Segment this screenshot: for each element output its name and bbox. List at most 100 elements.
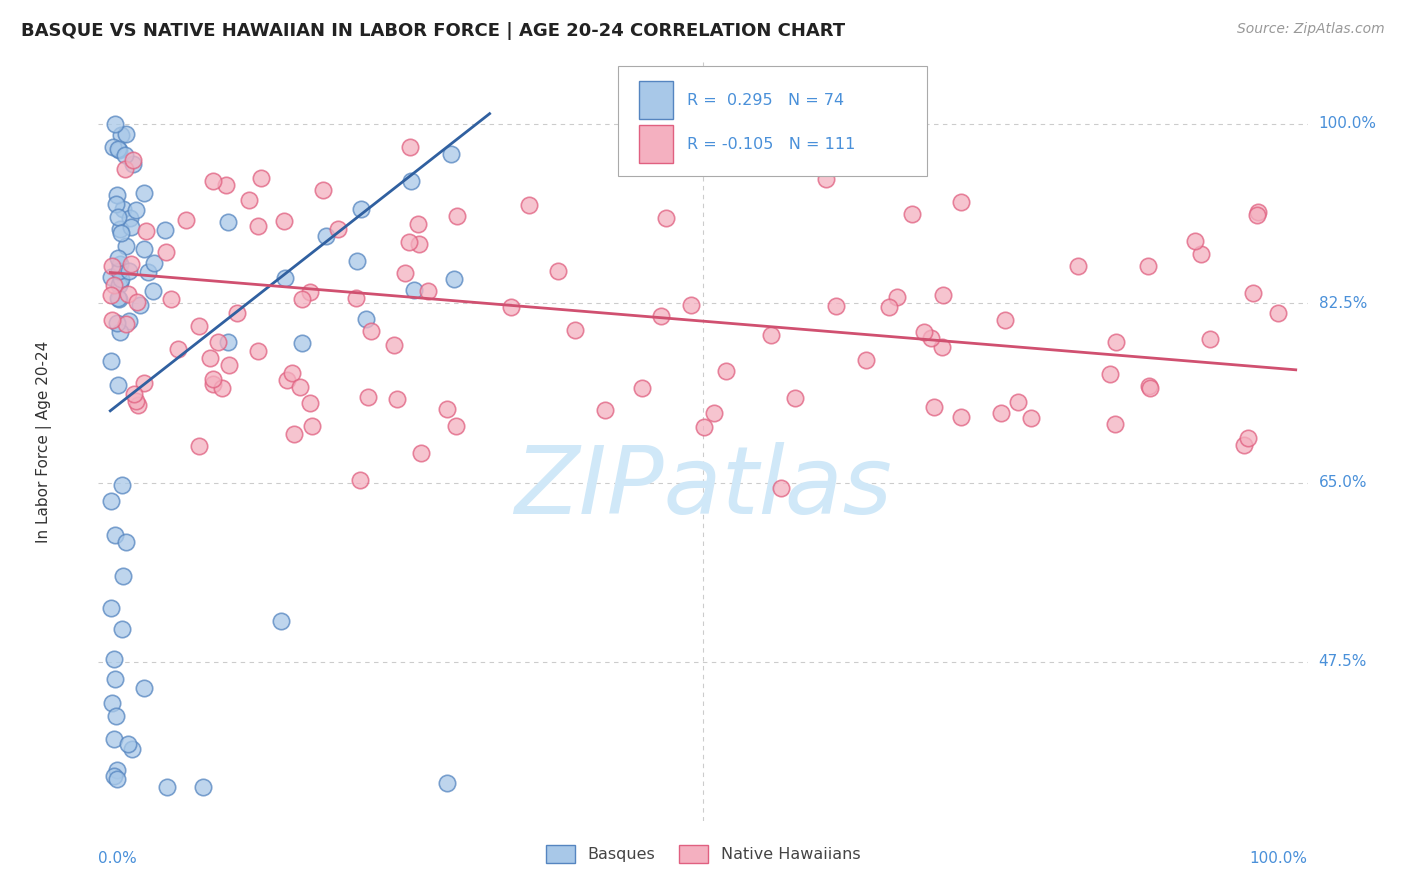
- Text: 82.5%: 82.5%: [1319, 296, 1367, 310]
- Point: [108, 326, 131, 340]
- Point: [101, 140, 124, 154]
- Point: [110, 271, 132, 285]
- Point: [117, 287, 139, 301]
- Point: [132, 681, 155, 695]
- Point: [225, 305, 247, 319]
- Point: [350, 202, 373, 216]
- Point: [1098, 368, 1121, 382]
- Text: 100.0%: 100.0%: [1250, 851, 1308, 866]
- Point: [135, 224, 157, 238]
- Point: [110, 128, 132, 143]
- Point: [121, 741, 143, 756]
- Point: [650, 309, 672, 323]
- Point: [108, 143, 131, 157]
- Point: [127, 398, 149, 412]
- Point: [108, 257, 131, 271]
- Point: [855, 352, 877, 367]
- Point: [814, 172, 837, 186]
- Point: [1247, 205, 1270, 219]
- Point: [759, 328, 782, 343]
- Point: [166, 342, 188, 356]
- FancyBboxPatch shape: [619, 66, 927, 177]
- Point: [1189, 246, 1212, 260]
- Point: [406, 217, 429, 231]
- Point: [214, 178, 236, 193]
- Point: [122, 387, 145, 401]
- Point: [900, 206, 922, 220]
- Text: 100.0%: 100.0%: [1319, 117, 1376, 131]
- Point: [207, 334, 229, 349]
- Point: [1136, 259, 1159, 273]
- Point: [103, 278, 125, 293]
- Point: [315, 228, 337, 243]
- Point: [1237, 431, 1260, 445]
- Point: [291, 335, 314, 350]
- Point: [110, 622, 132, 636]
- Point: [107, 291, 129, 305]
- Point: [115, 317, 138, 331]
- Point: [825, 299, 848, 313]
- Point: [714, 363, 737, 377]
- Point: [357, 390, 380, 404]
- Point: [281, 366, 304, 380]
- Point: [439, 147, 461, 161]
- Point: [288, 380, 311, 394]
- Point: [187, 439, 209, 453]
- Point: [100, 270, 122, 285]
- Point: [108, 293, 131, 307]
- Point: [100, 601, 122, 615]
- Point: [517, 198, 540, 212]
- Point: [110, 227, 132, 241]
- Point: [932, 287, 955, 301]
- Point: [783, 391, 806, 405]
- Point: [354, 312, 377, 326]
- Point: [108, 277, 131, 292]
- Point: [499, 300, 522, 314]
- Point: [118, 264, 141, 278]
- Point: [630, 381, 652, 395]
- Point: [100, 493, 122, 508]
- Point: [703, 406, 725, 420]
- Point: [273, 214, 295, 228]
- Point: [250, 170, 273, 185]
- Point: [108, 264, 131, 278]
- Point: [778, 140, 800, 154]
- Point: [299, 285, 322, 299]
- Legend: Basques, Native Hawaiians: Basques, Native Hawaiians: [540, 838, 866, 870]
- Point: [1019, 411, 1042, 425]
- Point: [104, 117, 127, 131]
- Point: [129, 298, 152, 312]
- Point: [103, 769, 125, 783]
- Point: [950, 195, 973, 210]
- Point: [111, 568, 134, 582]
- Point: [105, 317, 128, 331]
- Point: [211, 381, 233, 395]
- Point: [283, 427, 305, 442]
- Point: [387, 392, 409, 406]
- Point: [122, 157, 145, 171]
- Point: [769, 481, 792, 495]
- Point: [125, 203, 148, 218]
- Bar: [638, 81, 673, 120]
- Point: [107, 210, 129, 224]
- Point: [100, 353, 122, 368]
- Text: 47.5%: 47.5%: [1319, 655, 1367, 669]
- Point: [349, 473, 371, 487]
- Point: [398, 235, 420, 250]
- Point: [247, 344, 270, 359]
- Point: [877, 300, 900, 314]
- Point: [188, 319, 211, 334]
- Point: [174, 213, 197, 227]
- Point: [344, 291, 367, 305]
- Point: [693, 420, 716, 434]
- Point: [108, 222, 131, 236]
- Point: [112, 202, 135, 216]
- Point: [105, 772, 128, 786]
- Point: [920, 331, 942, 345]
- Text: Source: ZipAtlas.com: Source: ZipAtlas.com: [1237, 22, 1385, 37]
- Point: [446, 209, 468, 223]
- Point: [198, 351, 221, 365]
- Point: [101, 259, 124, 273]
- Point: [155, 245, 177, 260]
- Point: [104, 708, 127, 723]
